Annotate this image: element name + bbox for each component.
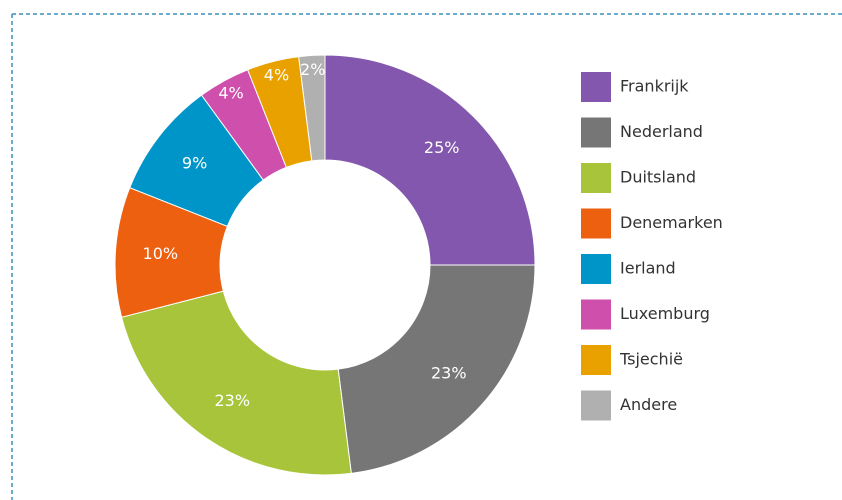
legend-label: Andere: [620, 395, 677, 414]
legend-swatch: [581, 254, 611, 284]
legend-swatch: [581, 208, 611, 239]
legend-swatch: [581, 163, 611, 193]
legend-label: Duitsland: [620, 168, 696, 187]
legend-label: Tsjechië: [619, 350, 683, 369]
legend-swatch: [581, 299, 611, 330]
slice: [337, 264, 536, 474]
legend-label: Luxemburg: [620, 304, 710, 323]
data-label: 23%: [431, 364, 467, 383]
legend-swatch: [581, 72, 611, 102]
data-label: 2%: [300, 60, 325, 79]
data-label: 10%: [143, 244, 179, 263]
data-label: 25%: [424, 138, 460, 157]
legend-label: Nederland: [620, 122, 703, 141]
legend-swatch: [581, 345, 611, 375]
slice: [298, 54, 326, 162]
slice: [324, 54, 536, 266]
slice: [120, 290, 352, 476]
legend-swatch: [581, 390, 611, 421]
data-label: 4%: [264, 66, 289, 85]
legend-label: Frankrijk: [620, 77, 689, 96]
legend-label: Ierland: [620, 259, 676, 278]
legend-label: Denemarken: [620, 213, 723, 232]
data-label: 4%: [218, 84, 243, 103]
data-label: 23%: [214, 391, 250, 410]
data-label: 9%: [182, 153, 207, 172]
legend-swatch: [581, 117, 611, 148]
